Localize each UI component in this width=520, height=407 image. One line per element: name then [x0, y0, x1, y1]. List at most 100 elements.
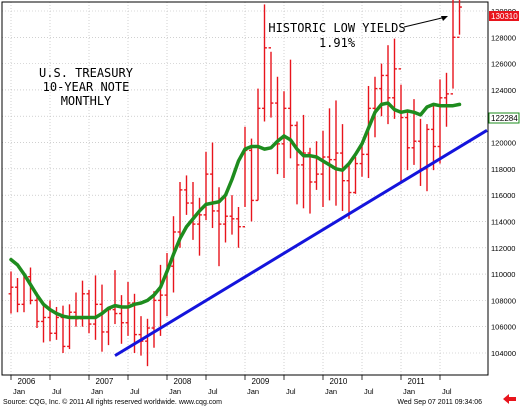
callout-arrowhead — [441, 16, 448, 21]
x-month-label: Jul — [442, 387, 452, 396]
ohlc-bar — [411, 99, 417, 165]
x-month-label: Jul — [364, 387, 374, 396]
ohlc-bar — [372, 76, 378, 138]
y-tick-label: 108000 — [491, 296, 516, 305]
x-month-label: Jan — [13, 387, 25, 396]
x-month-label: Jan — [325, 387, 337, 396]
y-tick-label: 112000 — [491, 244, 515, 253]
y-tick-label: 116000 — [491, 191, 515, 200]
ohlc-bar — [158, 264, 163, 336]
ohlc-bar — [437, 79, 443, 164]
y-tick-label: 120000 — [491, 139, 516, 148]
ohlc-bar — [47, 300, 53, 342]
ohlc-bar — [262, 4, 267, 122]
ohlc-bar — [444, 72, 449, 127]
ohlc-bar — [385, 45, 391, 125]
ohlc-bar — [67, 304, 72, 350]
title-line-2: 10-YEAR NOTE — [43, 80, 130, 94]
ohlc-bar — [145, 318, 150, 367]
title-line-3: MONTHLY — [61, 94, 112, 108]
x-month-label: Jul — [286, 387, 296, 396]
x-month-label: Jan — [169, 387, 181, 396]
ohlc-bar — [379, 63, 384, 117]
ohlc-bar — [353, 157, 358, 194]
last-price-tag: 130310 — [489, 11, 519, 21]
ohlc-bar — [236, 206, 241, 248]
ohlc-bar — [457, 0, 462, 39]
ohlc-bar — [184, 175, 189, 215]
ohlc-bar — [398, 68, 404, 184]
y-tick-label: 104000 — [491, 349, 516, 358]
ohlc-bar — [99, 284, 105, 352]
ohlc-bar — [151, 291, 157, 348]
ohlc-bar — [119, 295, 124, 344]
x-year-label: 2010 — [330, 377, 348, 386]
ohlc-bar — [392, 38, 397, 119]
ohlc-bar — [34, 292, 40, 329]
x-year-label: 2009 — [252, 377, 270, 386]
scroll-left-arrow-icon[interactable] — [503, 394, 516, 404]
ohlc-bar — [203, 151, 209, 221]
y-tick-label: 124000 — [491, 86, 516, 95]
last-price-tag-text: 130310 — [491, 12, 518, 21]
ohlc-bar — [15, 278, 20, 313]
source-text: Source: CQG, Inc. © 2011 All rights rese… — [3, 398, 222, 406]
ohlc-bar — [255, 88, 261, 202]
callout-line-2: 1.91% — [319, 36, 356, 50]
ohlc-bar — [229, 195, 235, 235]
x-year-label: 2011 — [408, 377, 426, 386]
ohlc-bar — [93, 275, 98, 340]
ohlc-bar — [405, 109, 410, 171]
average-price-tag: 122284 — [488, 112, 520, 124]
y-tick-label: 110000 — [491, 270, 515, 279]
ohlc-bar — [190, 182, 196, 240]
ohlc-bar — [340, 124, 345, 211]
title-line-1: U.S. TREASURY — [39, 66, 134, 80]
ohlc-bar — [327, 108, 332, 201]
timestamp-text: Wed Sep 07 2011 09:34:06 — [397, 399, 482, 406]
ohlc-bar — [346, 163, 352, 219]
x-month-label: Jan — [403, 387, 415, 396]
moving-average-line — [9, 101, 462, 320]
x-axis: Jan Jul Jan Jul Jan Jul Jan Jul Jan Jul Jan Jul 2006… — [10, 375, 452, 396]
trendline — [114, 129, 488, 357]
y-tick-label: 128000 — [491, 33, 516, 42]
ohlc-bar — [86, 289, 92, 334]
x-month-label: Jul — [208, 387, 218, 396]
ohlc-bar — [431, 103, 436, 171]
callout-line-1: HISTORIC LOW YIELDS — [268, 21, 405, 35]
x-year-label: 2008 — [174, 377, 192, 386]
ohlc-bar — [301, 114, 306, 209]
ohlc-bar — [307, 147, 313, 214]
x-month-label: Jan — [247, 387, 259, 396]
ohlc-bar — [41, 305, 46, 343]
average-price-tag-text: 122284 — [491, 114, 518, 123]
ohlc-bar — [320, 130, 326, 207]
last-price-tag-bg — [489, 11, 519, 21]
ohlc-bar — [333, 100, 339, 206]
ohlc-bar — [249, 138, 254, 222]
ohlc-bar — [268, 47, 274, 118]
x-year-label: 2007 — [96, 377, 114, 386]
x-month-label: Jan — [91, 387, 103, 396]
ohlc-bar — [223, 192, 228, 243]
ohlc-bar — [294, 121, 300, 205]
x-year-label: 2006 — [18, 377, 36, 386]
callout-arrow-line — [403, 16, 447, 28]
y-tick-label: 126000 — [491, 60, 516, 69]
ohlc-bar — [125, 281, 131, 336]
ohlc-bar — [275, 76, 280, 175]
x-month-label: Jul — [52, 387, 62, 396]
ohlc-bar — [197, 197, 202, 256]
callout-annotation: HISTORIC LOW YIELDS 1.91% — [268, 16, 448, 50]
y-tick-label: 114000 — [491, 217, 515, 226]
ohlc-bar — [210, 142, 215, 229]
ohlc-bar — [8, 271, 14, 314]
ohlc-bar — [314, 141, 319, 190]
y-tick-label: 118000 — [491, 165, 515, 174]
title-annotation: U.S. TREASURY 10-YEAR NOTE MONTHLY — [39, 66, 134, 108]
average-price-tag-bg — [488, 112, 520, 124]
ohlc-bar — [359, 142, 365, 177]
